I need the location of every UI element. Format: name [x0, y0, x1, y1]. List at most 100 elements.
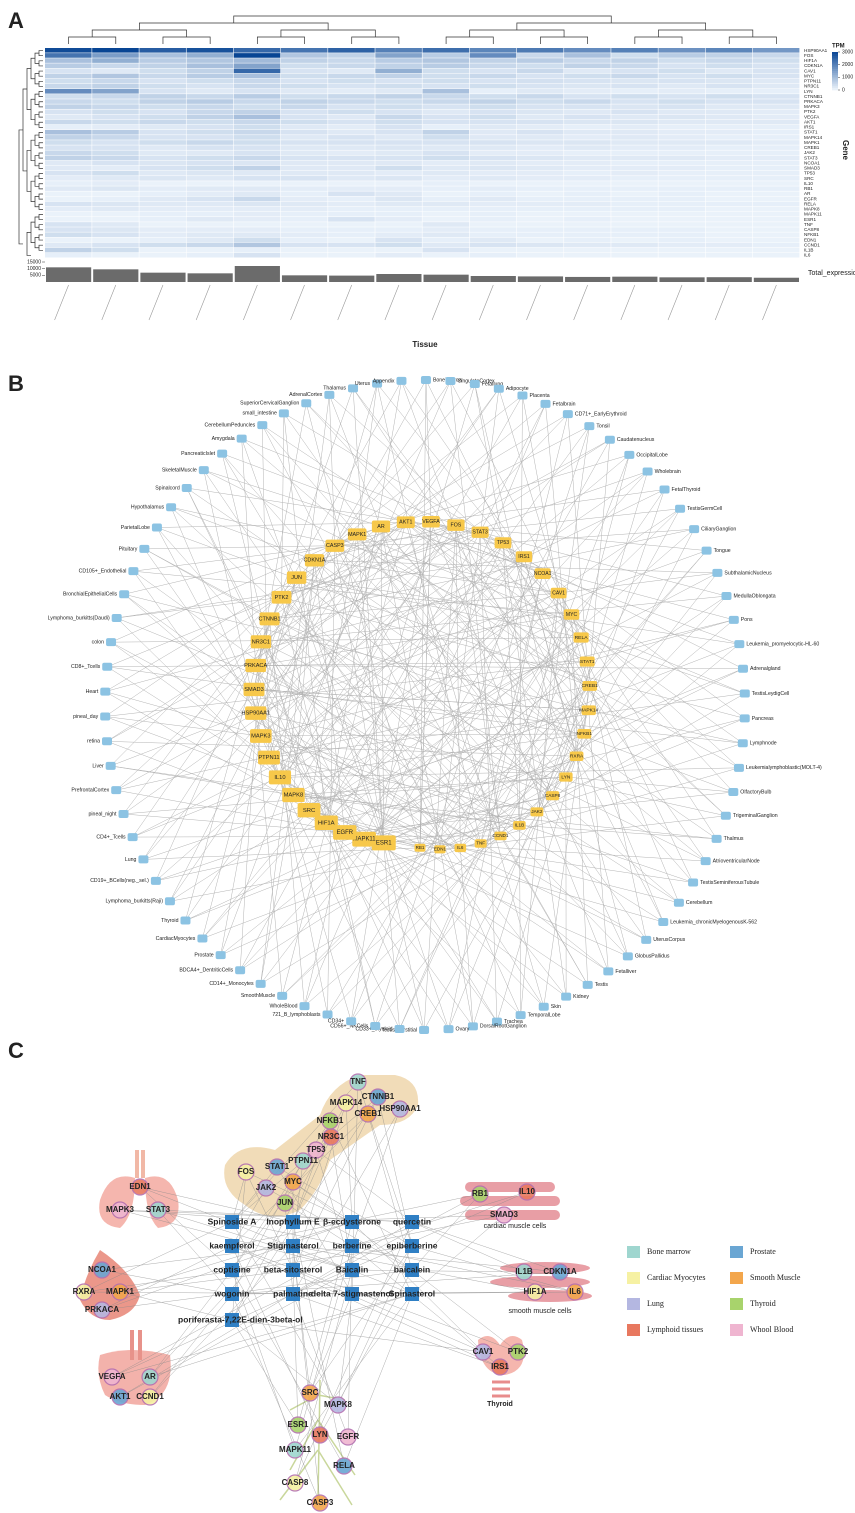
gene-node-label: PTPN11: [258, 755, 279, 761]
heatmap-cell: [187, 53, 234, 58]
heatmap-cell: [658, 186, 705, 191]
tissue-node: [165, 897, 175, 905]
dendrogram-branch: [39, 133, 43, 138]
heatmap-cell: [45, 150, 92, 155]
tissue-label: CD105+_Endothelial: [79, 569, 127, 575]
heatmap-cell: [706, 135, 753, 140]
heatmap-cell: [517, 130, 564, 135]
heatmap-cell: [375, 63, 422, 68]
heatmap-cell: [375, 58, 422, 63]
heatmap-cell: [375, 212, 422, 217]
heatmap-cell: [706, 130, 753, 135]
heatmap-cell: [517, 197, 564, 202]
x-tick-stub: [526, 285, 540, 320]
heatmap-cell: [611, 212, 658, 217]
legend-label: Thyroid: [750, 1299, 776, 1308]
heatmap-cell: [564, 176, 611, 181]
tissue-node: [106, 638, 116, 646]
tissue-label: pineal_night: [89, 811, 118, 817]
total-bar: [140, 273, 185, 282]
heatmap-cell: [706, 79, 753, 84]
compound-label: poriferasta-7,22E-dien-3beta-ol: [178, 1314, 303, 1324]
x-tick-stub: [479, 285, 493, 320]
colorbar-step: [832, 86, 838, 88]
gene-node-label: NR3C1: [252, 639, 270, 645]
heatmap-cell: [470, 186, 517, 191]
legend-swatch: [730, 1324, 743, 1336]
heatmap-cell: [139, 79, 186, 84]
heatmap-cell: [423, 176, 470, 181]
heatmap-cell: [423, 84, 470, 89]
tissue-node: [624, 451, 634, 459]
heatmap-cell: [375, 253, 422, 258]
heatmap-cell: [706, 243, 753, 248]
heatmap-cell: [658, 115, 705, 120]
gene-node-label: MYC: [566, 612, 578, 618]
heatmap-cell: [470, 217, 517, 222]
heatmap-cell: [234, 84, 281, 89]
heatmap-cell: [234, 135, 281, 140]
heatmap-cell: [423, 248, 470, 253]
heatmap-cell: [517, 243, 564, 248]
heatmap-cell: [375, 222, 422, 227]
heatmap-cell: [45, 176, 92, 181]
heatmap-cell: [139, 125, 186, 130]
heatmap-cell: [328, 79, 375, 84]
heatmap-cell: [423, 94, 470, 99]
compound-label: kaempferol: [209, 1240, 254, 1250]
heatmap-cell: [187, 197, 234, 202]
dendrogram-branch: [31, 222, 35, 242]
target-label: PTPN11: [288, 1156, 318, 1165]
heatmap-cell: [706, 222, 753, 227]
heatmap-cell: [375, 202, 422, 207]
heatmap-cell: [517, 74, 564, 79]
edge: [280, 734, 584, 777]
tissue-node: [539, 1003, 549, 1011]
heatmap-cell: [234, 232, 281, 237]
heatmap-cell: [753, 140, 800, 145]
compound-label: beta-sitosterol: [264, 1264, 323, 1274]
heatmap-cell: [281, 227, 328, 232]
tissue-label: Caudatenucleus: [617, 437, 655, 443]
tissue-label: CD34+: [328, 1019, 344, 1025]
dendrogram-branch: [27, 232, 31, 255]
edge: [304, 832, 344, 1006]
gene-node-label: JUN: [291, 575, 302, 581]
tissue-node: [139, 545, 149, 553]
heatmap-cell: [45, 63, 92, 68]
heatmap-cell: [92, 104, 139, 109]
dendrogram-branch: [39, 225, 43, 230]
heatmap-cell: [375, 115, 422, 120]
heatmap-cell: [281, 238, 328, 243]
heatmap-cell: [234, 79, 281, 84]
tissue-node: [734, 640, 744, 648]
heatmap-cell: [753, 248, 800, 253]
heatmap-cell: [658, 74, 705, 79]
target-label: SRC: [302, 1388, 319, 1397]
tissue-node: [740, 714, 750, 722]
edge: [306, 403, 420, 848]
heatmap-cell: [281, 161, 328, 166]
tissue-node: [712, 835, 722, 843]
heatmap-cell: [611, 58, 658, 63]
heatmap-cell: [611, 84, 658, 89]
heatmap-cell: [564, 130, 611, 135]
tissue-node: [119, 810, 129, 818]
gene-node-label: SRC: [303, 808, 316, 814]
heatmap-cell: [611, 68, 658, 73]
tissue-node: [235, 966, 245, 974]
tissue-label: Cerebellum: [686, 900, 713, 906]
tissue-label: ParietalLobe: [121, 525, 150, 531]
heatmap-cell: [658, 217, 705, 222]
heatmap-cell: [92, 109, 139, 114]
heatmap-cell: [375, 84, 422, 89]
target-label: MAPK14: [330, 1098, 363, 1107]
heatmap-cell: [753, 74, 800, 79]
heatmap-cell: [753, 150, 800, 155]
heatmap-cell: [423, 53, 470, 58]
column-dendrogram: [69, 16, 777, 44]
heatmap-cell: [564, 202, 611, 207]
heatmap-cell: [45, 248, 92, 253]
heatmap-cell: [92, 238, 139, 243]
heatmap-cell: [328, 243, 375, 248]
